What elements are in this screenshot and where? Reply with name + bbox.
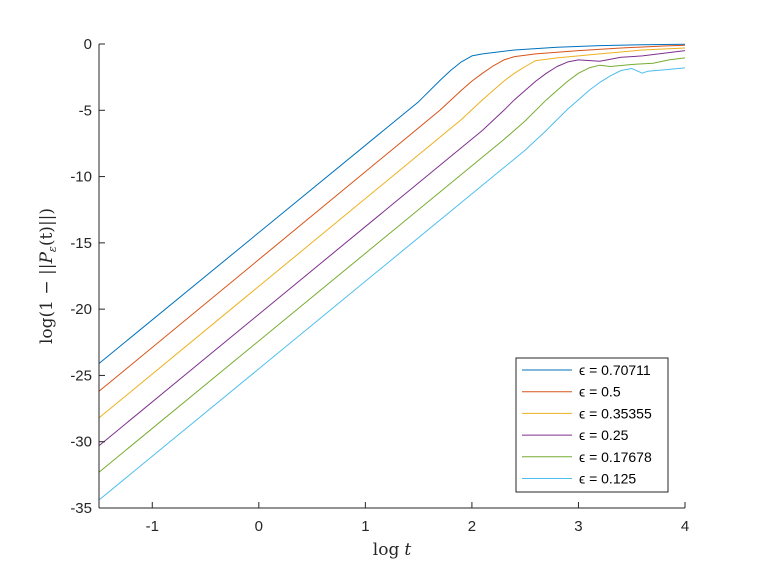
x-tick-label: 0: [255, 518, 263, 535]
y-axis-label-post: (t)||): [37, 208, 57, 246]
series-line-5: [98, 57, 686, 473]
x-axis-label-var: t: [404, 540, 411, 560]
legend-box: [515, 357, 669, 493]
y-tick-label: -35: [70, 500, 92, 517]
y-axis-label-sub: ε: [46, 246, 59, 252]
y-tick-label: 0: [84, 36, 92, 53]
y-tick-label: -20: [70, 301, 92, 318]
series-line-3: [98, 47, 686, 419]
series-line-6: [98, 67, 686, 501]
legend: ϵ = 0.70711 ϵ = 0.5 ϵ = 0.35355 ϵ = 0.25 ϵ =…: [515, 357, 669, 493]
x-tick-label: -1: [146, 518, 159, 535]
series-line-1: [98, 43, 686, 364]
axes-layer: [98, 44, 685, 509]
series-layer: [98, 43, 686, 501]
x-axis-label: log t: [373, 540, 412, 560]
x-tick-label: 2: [468, 518, 476, 535]
y-axis-label-pre: log(1 − ||: [37, 264, 57, 345]
y-axis-label: log(1 − ||Pε(t)||): [37, 208, 59, 344]
y-tick-label: -10: [70, 169, 92, 186]
series-line-2: [98, 44, 686, 392]
y-tick-label: -5: [79, 102, 92, 119]
legend-label-1: ϵ = 0.70711: [579, 362, 651, 378]
y-tick-label: -25: [70, 367, 92, 384]
series-line-4: [98, 50, 686, 447]
x-tick-label: 1: [361, 518, 369, 535]
ticks-layer: -1 0 1 2 3 40-5-10-15-20-25-30-35: [70, 36, 689, 535]
legend-label-3: ϵ = 0.35355: [579, 405, 652, 421]
legend-label-4: ϵ = 0.25: [579, 427, 629, 443]
y-axis-label-p: P: [37, 252, 57, 265]
y-tick-label: -15: [70, 235, 92, 252]
x-axis-label-fn: log: [373, 540, 400, 560]
legend-label-6: ϵ = 0.125: [579, 471, 636, 487]
x-tick-label: 4: [681, 518, 689, 535]
x-tick-label: 3: [574, 518, 582, 535]
legend-label-2: ϵ = 0.5: [579, 384, 621, 400]
y-tick-label: -30: [70, 434, 92, 451]
legend-label-5: ϵ = 0.17678: [579, 449, 652, 465]
